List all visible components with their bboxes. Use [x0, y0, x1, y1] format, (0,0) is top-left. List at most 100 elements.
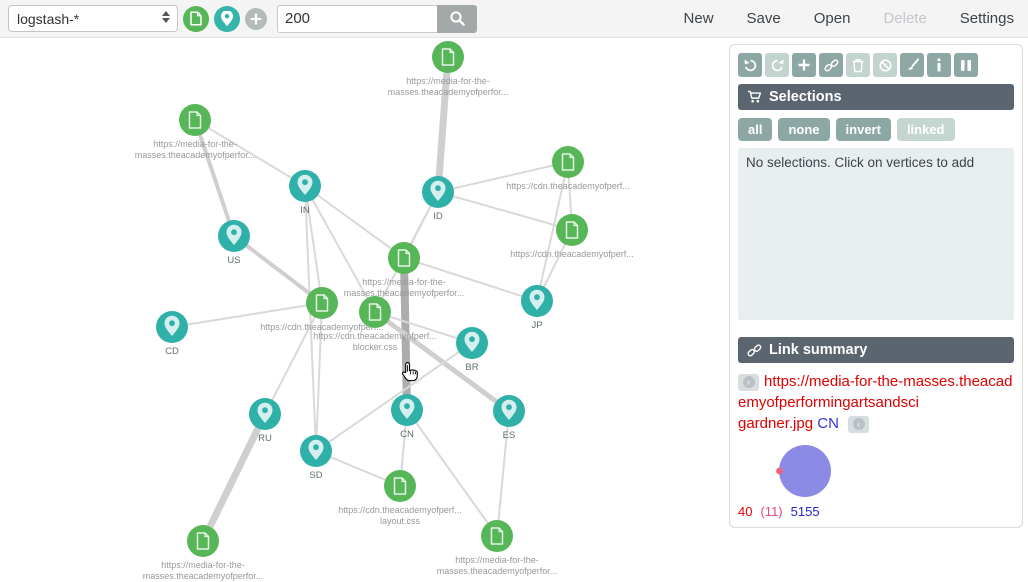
graph-edge-n3-n8[interactable] — [304, 185, 405, 259]
source-count: 40 — [738, 504, 753, 519]
graph-node-label: RU — [258, 433, 272, 444]
graph-edge-n12-n9[interactable] — [171, 302, 323, 328]
selections-title: Selections — [769, 89, 842, 105]
menu-new-button[interactable]: New — [683, 10, 714, 27]
graph-node-doc-n7[interactable] — [556, 214, 588, 246]
graph-node-label: masses.theacademyofperfor... — [143, 571, 264, 581]
graph-node-doc-n8[interactable] — [388, 242, 420, 274]
graph-edge-n3-n9[interactable] — [304, 185, 323, 304]
search-icon — [449, 11, 465, 26]
graph-node-pin-IN[interactable] — [289, 170, 321, 202]
overlap-count: (11) — [760, 504, 783, 519]
graph-edge-n15-n20[interactable] — [406, 409, 498, 537]
graph-node-label: https://media-for-the- — [455, 555, 539, 565]
graph-node-label: BR — [465, 362, 478, 373]
tool-pause-button[interactable] — [954, 53, 978, 77]
menu-save-button[interactable]: Save — [746, 10, 781, 27]
graph-node-pin-BR[interactable] — [456, 327, 488, 359]
graph-edge-n1-n4[interactable] — [434, 56, 452, 193]
graph-node-label: masses.theacademyofperfor... — [344, 288, 465, 298]
graph-edge-n2-n3[interactable] — [194, 119, 306, 187]
cart-icon — [747, 90, 762, 103]
graph-node-label: layout.css — [380, 516, 421, 526]
graph-edge-n13-n17[interactable] — [315, 342, 473, 452]
graph-node-label: masses.theacademyofperfor... — [388, 87, 509, 97]
graph-edge-n8-n11[interactable] — [403, 257, 538, 302]
graph-edge-n16-n20[interactable] — [496, 410, 510, 537]
graph-edge-n4-n7[interactable] — [437, 191, 573, 231]
graph-node-pin-SD[interactable] — [300, 435, 332, 467]
tool-block-button[interactable] — [873, 53, 897, 77]
graph-edge-n9-n17[interactable] — [315, 302, 323, 452]
graph-node-pin-US[interactable] — [218, 220, 250, 252]
link-source-file: gardner.jpg — [738, 415, 814, 432]
search-button[interactable] — [437, 4, 477, 33]
graph-node-label: https://cdn.theacademyofperf... — [510, 249, 634, 259]
chevron-left-circle-icon: ‹ — [852, 418, 865, 431]
select-all-button[interactable]: all — [738, 118, 773, 141]
tool-trash-button[interactable] — [846, 53, 870, 77]
graph-edge-n3-n10[interactable] — [304, 185, 376, 313]
index-pattern-value: logstash-* — [17, 10, 80, 27]
menubar: New Save Open Delete Settings — [684, 10, 1014, 27]
index-pattern-select[interactable]: logstash-* — [8, 5, 178, 32]
venn-target-circle — [779, 445, 831, 497]
graph-edge-n3-n17[interactable] — [304, 185, 317, 452]
graph-node-label: blocker.css — [353, 342, 398, 352]
graph-node-label: masses.theacademyofperfor... — [437, 566, 558, 576]
graph-edge-n5-n11[interactable] — [536, 161, 569, 302]
plus-icon — [250, 12, 262, 25]
selections-header: Selections — [738, 84, 1014, 110]
graph-node-doc-n19[interactable] — [187, 525, 219, 557]
graph-node-pin-CN[interactable] — [391, 394, 423, 426]
graph-workspace[interactable]: https://media-for-the-masses.theacademyo… — [0, 38, 729, 582]
graph-node-doc-n9[interactable] — [306, 287, 338, 319]
tool-brush-button[interactable] — [900, 53, 924, 77]
graph-node-doc-n1[interactable] — [432, 41, 464, 73]
add-location-vertex-button[interactable] — [214, 5, 240, 32]
menu-settings-button[interactable]: Settings — [959, 10, 1014, 27]
graph-node-doc-n10[interactable] — [359, 296, 391, 328]
select-arrows-icon — [162, 11, 170, 23]
graph-node-label: https://media-for-the- — [406, 76, 490, 86]
graph-node-doc-n5[interactable] — [552, 146, 584, 178]
graph-edge-n6-n9[interactable] — [232, 234, 324, 305]
graph-edge-n2-n6[interactable] — [193, 119, 236, 237]
menu-open-button[interactable]: Open — [813, 10, 851, 27]
graph-node-pin-ID[interactable] — [422, 176, 454, 208]
graph-node-pin-ES[interactable] — [493, 395, 525, 427]
graph-node-label: https://media-for-the- — [161, 560, 245, 570]
graph-node-pin-JP[interactable] — [521, 285, 553, 317]
graph-edge-n14-n19[interactable] — [199, 412, 269, 543]
tool-undo-button[interactable] — [738, 53, 762, 77]
mouse-cursor — [401, 362, 418, 382]
select-linked-button: linked — [896, 118, 955, 141]
graph-node-pin-CD[interactable] — [156, 311, 188, 343]
graph-node-pin-RU[interactable] — [249, 398, 281, 430]
link-summary-title: Link summary — [769, 342, 868, 358]
graph-node-label: ID — [433, 211, 443, 222]
graph-edge-n4-n5[interactable] — [437, 161, 569, 193]
select-invert-button[interactable]: invert — [835, 118, 891, 141]
graph-node-doc-n2[interactable] — [179, 104, 211, 136]
select-none-button[interactable]: none — [778, 118, 830, 141]
graph-edge-n9-n14[interactable] — [264, 302, 323, 415]
venn-diagram — [776, 445, 831, 497]
tool-add-button[interactable] — [792, 53, 816, 77]
venn-source-circle — [776, 467, 783, 475]
graph-node-doc-n20[interactable] — [481, 520, 513, 552]
graph-node-label: https://cdn.theacademyofperf... — [506, 181, 630, 191]
expand-target-button[interactable]: ‹ — [848, 415, 870, 433]
graph-node-label: ES — [503, 430, 516, 441]
add-document-vertex-button[interactable] — [183, 5, 209, 32]
graph-edge-n10-n13[interactable] — [374, 311, 473, 344]
tool-link-button[interactable] — [819, 53, 843, 77]
tool-info-button[interactable] — [927, 53, 951, 77]
search-input[interactable] — [277, 4, 437, 33]
add-field-button[interactable] — [245, 7, 267, 30]
tool-redo-button[interactable] — [765, 53, 789, 77]
expand-source-button[interactable]: › — [738, 373, 759, 391]
graph-edge-n10-n16[interactable] — [373, 309, 511, 414]
graph-node-doc-n18[interactable] — [384, 470, 416, 502]
link-summary-header: Link summary — [738, 337, 1014, 363]
